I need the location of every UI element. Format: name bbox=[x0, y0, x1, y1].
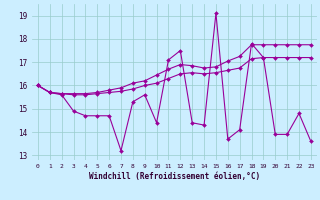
X-axis label: Windchill (Refroidissement éolien,°C): Windchill (Refroidissement éolien,°C) bbox=[89, 172, 260, 181]
